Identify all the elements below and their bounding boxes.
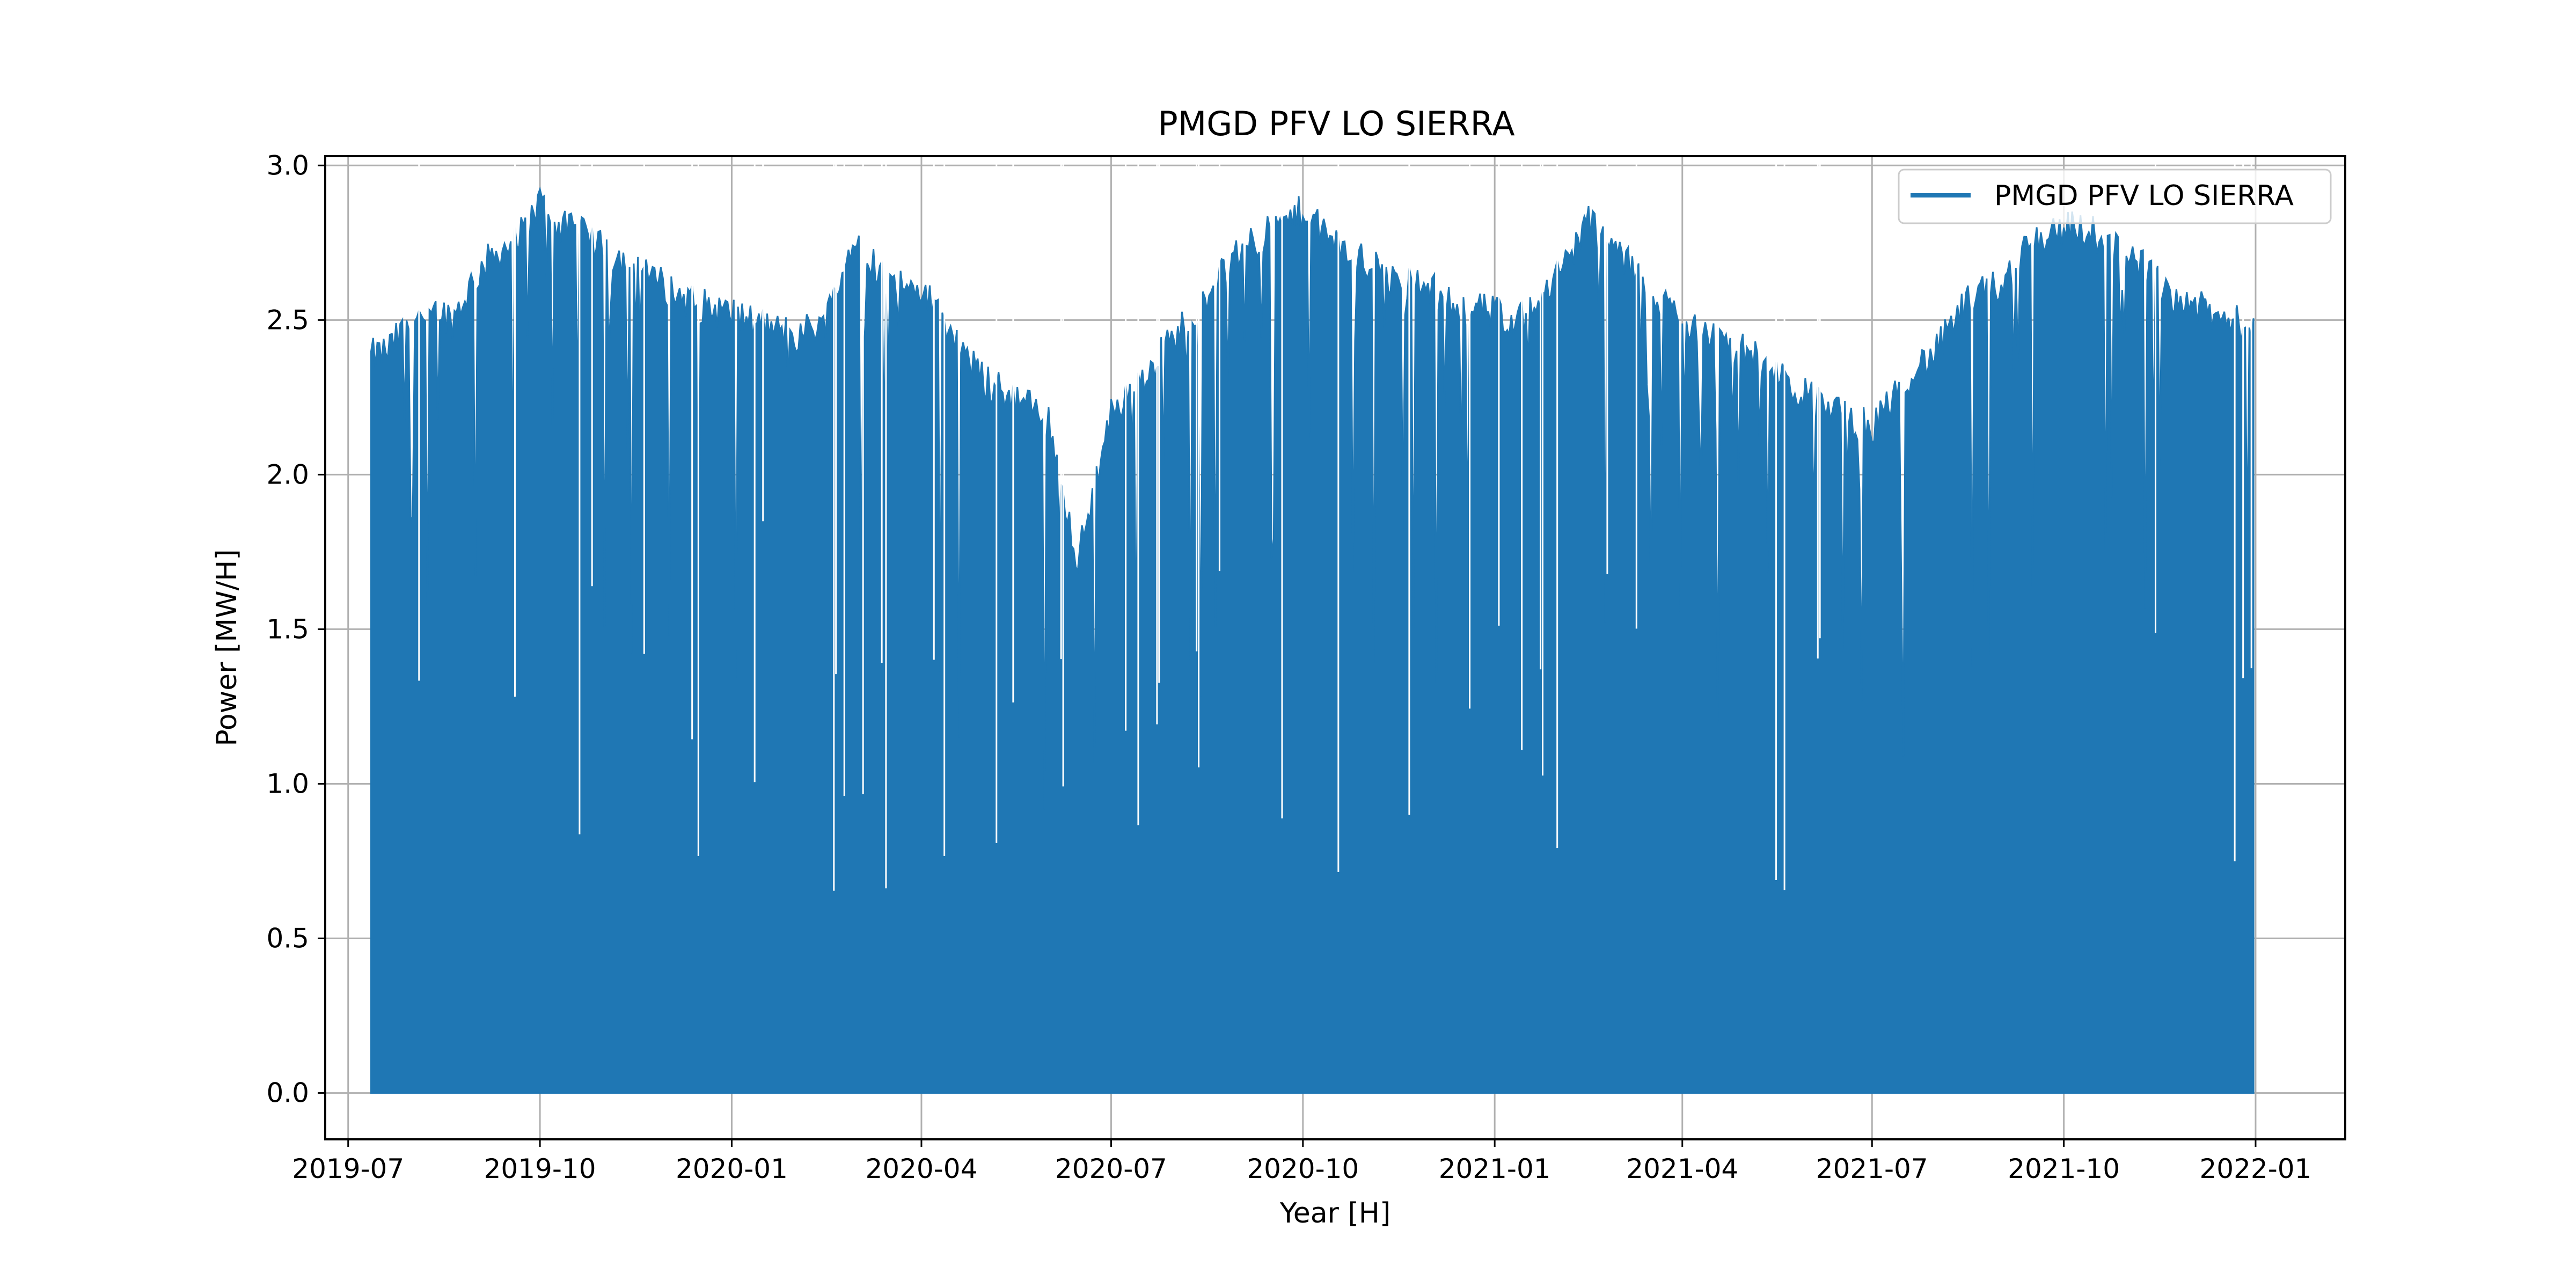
y-tick-label: 2.5 [266,304,309,335]
x-tick-label: 2020-01 [676,1153,788,1184]
x-tick-label: 2022-01 [2200,1153,2312,1184]
chart-title: PMGD PFV LO SIERRA [1158,104,1514,143]
x-tick-label: 2020-04 [865,1153,977,1184]
plot-frame [324,155,2346,1140]
y-tick-label: 1.0 [266,768,309,799]
x-tick-label: 2019-10 [484,1153,596,1184]
x-tick-label: 2021-07 [1816,1153,1928,1184]
y-tick-label: 0.0 [266,1078,309,1109]
legend-box [1898,169,2332,224]
x-tick-label: 2021-10 [2008,1153,2120,1184]
legend-label: PMGD PFV LO SIERRA [1994,180,2294,212]
y-axis: 0.0 0.5 1.0 1.5 2.0 2.5 3.0 [266,150,325,1109]
x-axis: 2019-07 2019-10 2020-01 2020-04 2020-07 2020-… [292,1139,2311,1184]
x-tick-label: 2020-10 [1247,1153,1359,1184]
y-tick-label: 2.0 [266,459,309,490]
x-tick-label: 2021-01 [1439,1153,1551,1184]
x-axis-label: Year [H] [1279,1197,1391,1230]
legend: PMGD PFV LO SIERRA [1898,169,2332,224]
x-tick-label: 2021-04 [1626,1153,1738,1184]
series-area [370,186,2255,1094]
x-tick-label: 2019-07 [292,1153,404,1184]
x-tick-label: 2020-07 [1055,1153,1167,1184]
series-dips [418,159,2252,891]
y-tick-label: 1.5 [266,613,309,645]
y-tick-label: 0.5 [266,923,309,954]
y-axis-label: Power [MW/H] [211,549,243,746]
y-tick-label: 3.0 [266,150,309,181]
